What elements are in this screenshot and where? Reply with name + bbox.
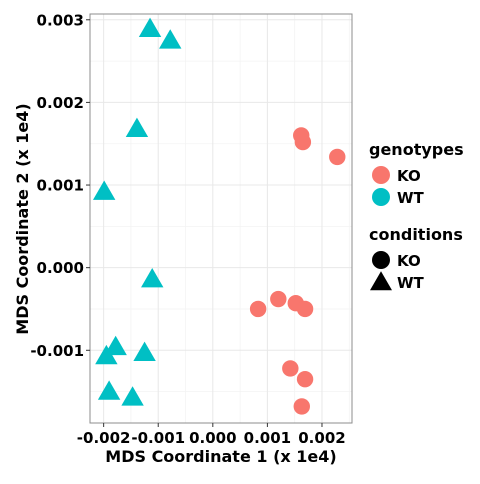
point-wt bbox=[125, 117, 149, 138]
frame-layer bbox=[89, 13, 353, 424]
x-axis-title: MDS Coordinate 1 (x 1e4) bbox=[105, 447, 336, 466]
legend-key-wt bbox=[372, 188, 390, 206]
legend-key-circle bbox=[372, 251, 390, 269]
grid-layer bbox=[90, 14, 352, 423]
x-tick-label: 0.001 bbox=[244, 429, 291, 447]
y-tick-label: 0.003 bbox=[37, 11, 84, 29]
axes-layer: -0.002 -0.001 0.000 0.001 0.002-0.0010.0000.… bbox=[30, 11, 345, 447]
legend-label-wt: WT bbox=[397, 189, 425, 207]
x-tick-label: 0.000 bbox=[189, 429, 236, 447]
legend-key-triangle bbox=[370, 271, 392, 291]
legend-title-genotypes: genotypes bbox=[369, 140, 464, 159]
legend: genotypes KO WT conditions KO WT bbox=[369, 140, 464, 292]
point-ko bbox=[270, 290, 287, 308]
plot-panel bbox=[90, 14, 352, 423]
point-wt bbox=[121, 386, 144, 406]
point-ko bbox=[296, 300, 314, 318]
x-tick-label: 0.002 bbox=[298, 429, 345, 447]
y-tick-label: 0.002 bbox=[37, 94, 84, 112]
point-ko bbox=[296, 371, 314, 388]
point-wt bbox=[141, 268, 164, 288]
y-tick-label: 0.000 bbox=[37, 259, 84, 277]
point-wt bbox=[95, 344, 118, 365]
point-ko bbox=[294, 133, 312, 151]
point-ko bbox=[293, 398, 310, 415]
point-wt bbox=[92, 180, 116, 200]
legend-label-ko: KO bbox=[397, 252, 421, 270]
point-wt bbox=[104, 335, 127, 356]
point-wt bbox=[138, 17, 162, 38]
y-tick-label: -0.001 bbox=[30, 342, 84, 360]
point-ko bbox=[282, 360, 299, 377]
x-tick-label: -0.001 bbox=[131, 429, 185, 447]
plot-border bbox=[89, 13, 353, 424]
legend-title-conditions: conditions bbox=[369, 225, 463, 244]
point-wt bbox=[133, 341, 156, 361]
y-tick-label: 0.001 bbox=[37, 177, 84, 195]
point-wt bbox=[97, 380, 121, 400]
x-tick-label: -0.002 bbox=[77, 429, 131, 447]
legend-label-wt: WT bbox=[397, 274, 425, 292]
point-ko bbox=[249, 300, 267, 318]
legend-label-ko: KO bbox=[397, 167, 421, 185]
legend-key-ko bbox=[372, 166, 390, 184]
y-axis-title: MDS Coordinate 2 (x 1e4) bbox=[13, 103, 32, 334]
point-ko bbox=[329, 148, 346, 166]
points-layer bbox=[92, 17, 346, 415]
point-wt bbox=[159, 29, 182, 49]
